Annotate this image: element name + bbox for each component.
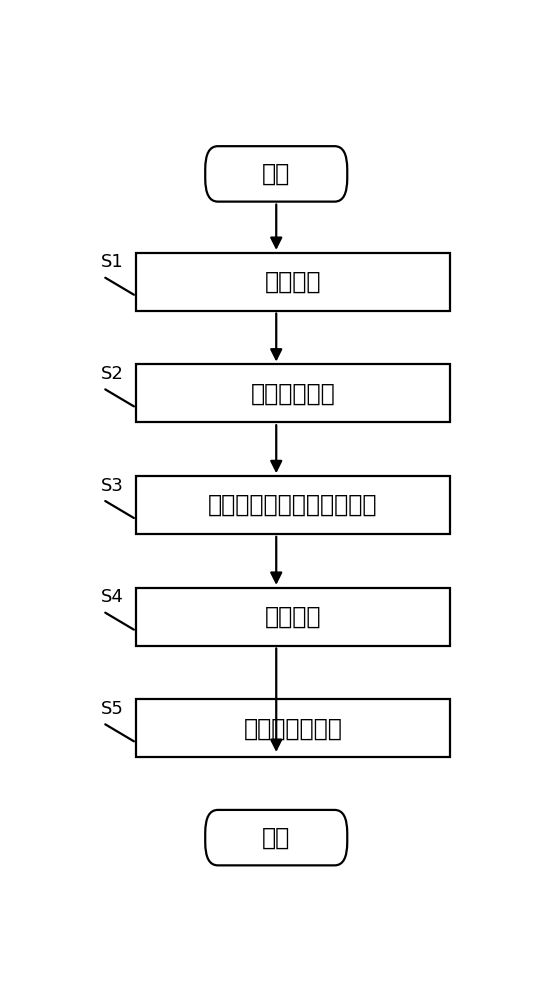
Text: S1: S1	[101, 253, 123, 271]
Text: 植被立体化配置: 植被立体化配置	[244, 716, 342, 740]
Text: S2: S2	[101, 365, 123, 383]
Bar	[136, 699, 450, 757]
Bar	[136, 588, 450, 646]
FancyBboxPatch shape	[205, 810, 347, 865]
Bar	[136, 253, 450, 311]
FancyBboxPatch shape	[205, 146, 347, 202]
Bar	[136, 364, 450, 422]
Text: S3: S3	[101, 477, 123, 495]
Text: S5: S5	[101, 700, 123, 718]
Text: 调查修复区域: 调查修复区域	[251, 381, 335, 405]
Text: 地形营造: 地形营造	[265, 605, 321, 629]
Text: 结束: 结束	[262, 826, 291, 850]
Text: 修复识别: 修复识别	[265, 270, 321, 294]
Text: 开始: 开始	[262, 162, 291, 186]
Bar	[136, 476, 450, 534]
Text: 选择浅滩湿地地形营造方案: 选择浅滩湿地地形营造方案	[208, 493, 378, 517]
Text: S4: S4	[101, 588, 123, 606]
